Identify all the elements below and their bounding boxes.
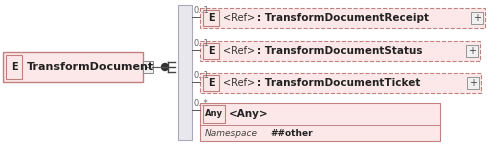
Text: E: E bbox=[208, 78, 214, 88]
Text: <Ref>: <Ref> bbox=[223, 46, 255, 56]
Text: +: + bbox=[469, 78, 477, 88]
Bar bbox=[178, 5, 192, 140]
Text: : TransformDocumentStatus: : TransformDocumentStatus bbox=[257, 46, 422, 56]
Text: : TransformDocumentTicket: : TransformDocumentTicket bbox=[257, 78, 420, 88]
Bar bbox=[200, 103, 440, 141]
Text: +: + bbox=[468, 46, 476, 56]
Text: TransformDocument: TransformDocument bbox=[27, 62, 154, 72]
Text: <Ref>: <Ref> bbox=[223, 13, 255, 23]
Text: Namespace: Namespace bbox=[205, 128, 258, 137]
Bar bbox=[200, 73, 481, 93]
Text: E: E bbox=[208, 13, 214, 23]
Text: E: E bbox=[208, 46, 214, 56]
Bar bbox=[200, 41, 480, 61]
Text: <Any>: <Any> bbox=[229, 109, 268, 119]
Bar bbox=[466, 45, 478, 57]
Text: +: + bbox=[473, 13, 481, 23]
Text: ##other: ##other bbox=[270, 128, 313, 137]
Text: <Ref>: <Ref> bbox=[223, 78, 255, 88]
Bar bbox=[203, 75, 219, 91]
Text: E: E bbox=[11, 62, 17, 72]
Text: 0..*: 0..* bbox=[194, 99, 209, 108]
Circle shape bbox=[162, 64, 168, 71]
Bar bbox=[6, 55, 22, 79]
Text: : TransformDocumentReceipt: : TransformDocumentReceipt bbox=[257, 13, 429, 23]
Bar bbox=[143, 62, 152, 72]
Bar bbox=[203, 105, 225, 123]
Text: 0..1: 0..1 bbox=[194, 6, 210, 15]
Text: 0..1: 0..1 bbox=[194, 39, 210, 48]
Text: Any: Any bbox=[205, 110, 223, 118]
Bar bbox=[203, 10, 219, 26]
Bar bbox=[471, 12, 483, 24]
Bar bbox=[200, 8, 485, 28]
Bar bbox=[467, 77, 479, 89]
Bar bbox=[203, 43, 219, 59]
Bar bbox=[143, 61, 153, 73]
Text: 0..1: 0..1 bbox=[194, 71, 210, 80]
Bar bbox=[3, 52, 143, 82]
